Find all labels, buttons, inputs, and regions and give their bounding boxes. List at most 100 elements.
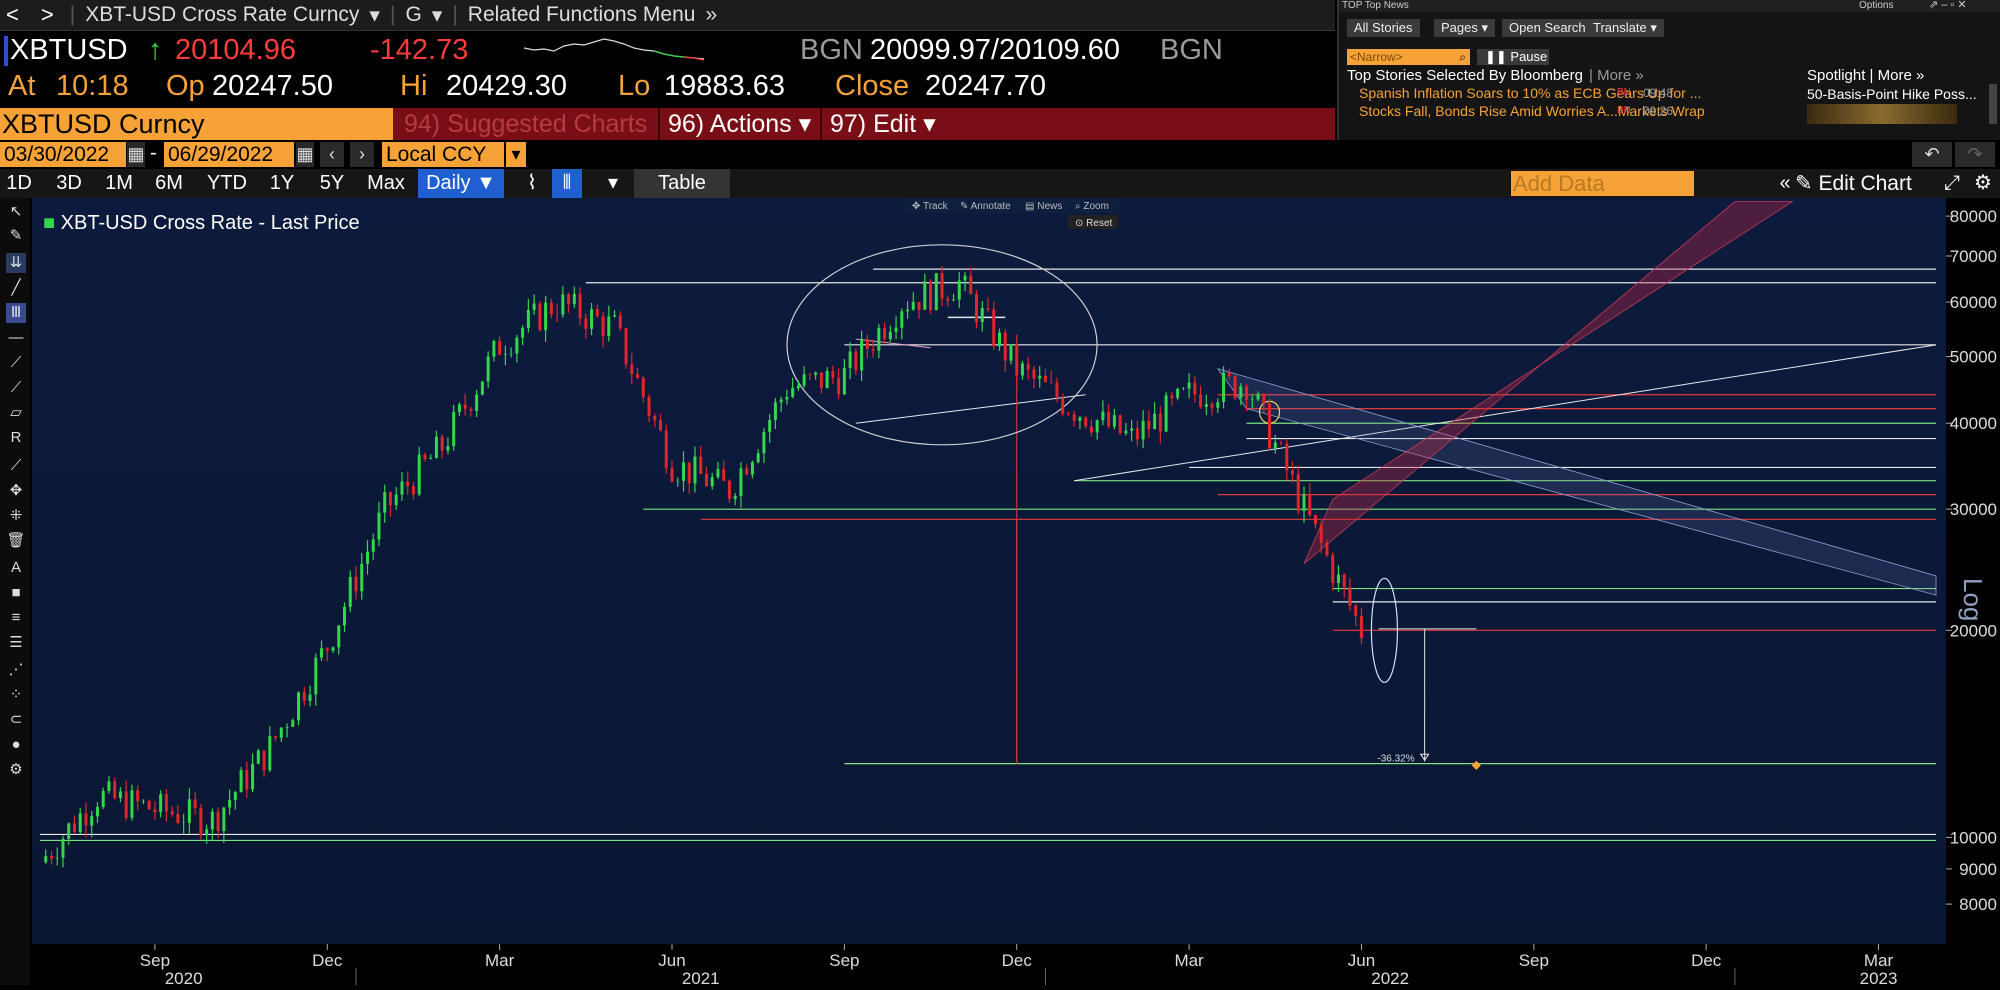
scatter-icon[interactable]: ⁘ xyxy=(6,685,26,705)
period-select[interactable]: Daily ▼ xyxy=(418,169,504,198)
undo-icon[interactable]: ↶ xyxy=(1912,142,1952,167)
trash-icon[interactable]: 🗑 xyxy=(6,531,26,551)
ray-icon[interactable]: ⟋ xyxy=(6,353,26,373)
range-ytd[interactable]: YTD xyxy=(203,169,251,198)
spotlight-thumbnail[interactable] xyxy=(1807,104,1957,124)
candle-chart-icon[interactable]: ⫴ xyxy=(552,169,582,198)
text-icon[interactable]: A xyxy=(6,558,26,578)
bid-ask: 20099.97/20109.60 xyxy=(870,34,1120,67)
all-stories-button[interactable]: All Stories xyxy=(1347,19,1420,37)
trend-icon[interactable]: ⟋ xyxy=(6,378,26,398)
end-date-input[interactable]: 06/29/2022 xyxy=(164,142,294,167)
narrow-input[interactable]: <Narrow>⌕ xyxy=(1347,49,1470,65)
x-year-label: 2023 xyxy=(1860,969,1898,985)
edit-menu[interactable]: 97) Edit ▾ xyxy=(820,108,940,140)
range-1m[interactable]: 1M xyxy=(100,169,138,198)
g-menu[interactable]: G xyxy=(405,3,421,27)
translate-button[interactable]: Translate ▾ xyxy=(1586,19,1664,37)
magnet-icon[interactable]: ⊂ xyxy=(6,710,26,730)
calendar-icon[interactable]: ▦ xyxy=(127,142,145,167)
line-chart-icon[interactable]: ⌇ xyxy=(515,169,549,198)
tool-icon[interactable]: ⇊ xyxy=(6,253,26,273)
date-dash: - xyxy=(150,142,157,165)
more-label: More » xyxy=(1597,67,1644,84)
pages-button[interactable]: Pages ▾ xyxy=(1434,19,1495,37)
move-icon[interactable]: ✥ xyxy=(6,481,26,501)
legend-entry: ■ XBT-USD Cross Rate - Last Price xyxy=(43,212,360,234)
color-icon[interactable]: ● xyxy=(6,735,26,755)
settings-gear-icon[interactable]: ⚙ xyxy=(6,760,26,780)
channel-icon[interactable]: ▱ xyxy=(6,403,26,423)
chevron-down-icon[interactable]: ▾ xyxy=(369,3,380,28)
dotted-line-icon[interactable]: ⋰ xyxy=(6,660,26,680)
related-functions-menu[interactable]: Related Functions Menu xyxy=(468,3,696,27)
headline-2-source: BN xyxy=(1617,105,1631,116)
start-date-input[interactable]: 03/30/2022 xyxy=(0,142,126,167)
expand-icon[interactable]: ⤢ xyxy=(1940,169,1964,198)
prev-period-button[interactable]: ‹ xyxy=(320,142,344,167)
forward-button[interactable]: > xyxy=(35,2,60,28)
log-scale-label: Log xyxy=(1958,578,1988,621)
high-value: 20429.30 xyxy=(446,70,567,103)
security-name[interactable]: XBTUSD Curncy xyxy=(0,108,393,140)
chevron-down-icon[interactable]: ▾ xyxy=(600,169,626,198)
cross-icon[interactable]: ⁜ xyxy=(6,506,26,526)
range-1y[interactable]: 1Y xyxy=(262,169,302,198)
x-tick-label: Mar xyxy=(485,951,515,970)
y-tick-label: 70000 xyxy=(1950,247,1997,266)
price-stats: At 10:18 Op 20247.50 Hi 20429.30 Lo 1988… xyxy=(0,70,1335,106)
rect-icon[interactable]: ■ xyxy=(6,583,26,603)
hline-icon[interactable]: — xyxy=(6,328,26,348)
table-button[interactable]: Table xyxy=(634,169,730,198)
calendar-icon[interactable]: ▦ xyxy=(296,142,314,167)
settings-gear-icon[interactable]: ⚙ xyxy=(1970,169,1996,198)
redo-icon[interactable]: ↷ xyxy=(1955,142,1995,167)
list-icon[interactable]: ☰ xyxy=(6,633,26,653)
open-search-button[interactable]: Open Search xyxy=(1502,19,1593,37)
chevron-down-icon[interactable]: ▾ xyxy=(506,142,526,167)
range-5y[interactable]: 5Y xyxy=(312,169,352,198)
track-label: Track xyxy=(923,201,949,212)
divider: | xyxy=(390,3,395,27)
edit-chart-button[interactable]: ✎ Edit Chart xyxy=(1795,169,1912,198)
x-year-label: 2022 xyxy=(1371,969,1409,985)
fib-icon[interactable]: Ⅲ xyxy=(6,303,26,323)
currency-select[interactable]: Local CCY xyxy=(382,142,504,167)
range-max[interactable]: Max xyxy=(362,169,410,198)
chevron-down-icon[interactable]: ▾ xyxy=(432,3,443,28)
close-label: Close xyxy=(835,70,909,103)
range-6m[interactable]: 6M xyxy=(150,169,188,198)
regression-icon[interactable]: R xyxy=(6,428,26,448)
pointer-icon[interactable]: ↖ xyxy=(6,202,26,222)
pen-icon[interactable]: ✎ xyxy=(6,226,26,246)
x-tick-label: Jun xyxy=(1348,951,1375,970)
y-tick-label: 60000 xyxy=(1950,293,1997,312)
line-icon[interactable]: ╱ xyxy=(6,278,26,298)
add-data-input[interactable]: Add Data xyxy=(1511,171,1694,196)
headline-2-time: 09:26 xyxy=(1643,104,1673,118)
news-scrollbar[interactable] xyxy=(1989,84,1997,124)
back-button[interactable]: < xyxy=(0,2,25,28)
divider: | xyxy=(452,3,457,27)
open-value: 20247.50 xyxy=(212,70,333,103)
spotlight-headline[interactable]: 50-Basis-Point Hike Poss... xyxy=(1807,86,1977,102)
price-chart[interactable]: -36.32%◆12803.38 80000700006000050000400… xyxy=(0,198,2000,985)
suggested-charts-button[interactable]: 94) Suggested Charts xyxy=(398,108,653,140)
double-chevron-icon[interactable]: » xyxy=(705,3,717,27)
security-description-menu[interactable]: XBT-USD Cross Rate Curncy xyxy=(85,3,359,27)
x-tick-label: Mar xyxy=(1174,951,1204,970)
actions-menu[interactable]: 96) Actions ▾ xyxy=(658,108,818,140)
pause-button[interactable]: ❚❚ Pause xyxy=(1477,49,1549,65)
range-3d[interactable]: 3D xyxy=(50,169,88,198)
window-controls[interactable]: ⇗ ‒ ▫ ✕ xyxy=(1929,0,1967,11)
options-menu[interactable]: Options xyxy=(1859,0,1893,11)
ticker-symbol: XBTUSD xyxy=(10,34,128,67)
more-link[interactable]: | More » xyxy=(1589,67,1644,84)
spotlight-title[interactable]: Spotlight | More » xyxy=(1807,67,1924,84)
next-period-button[interactable]: › xyxy=(350,142,374,167)
stack-icon[interactable]: ≡ xyxy=(6,608,26,628)
measure-icon[interactable]: ⟋ xyxy=(6,456,26,476)
x-tick-label: Mar xyxy=(1864,951,1894,970)
range-1d[interactable]: 1D xyxy=(0,169,38,198)
news-label: News xyxy=(1037,201,1062,212)
